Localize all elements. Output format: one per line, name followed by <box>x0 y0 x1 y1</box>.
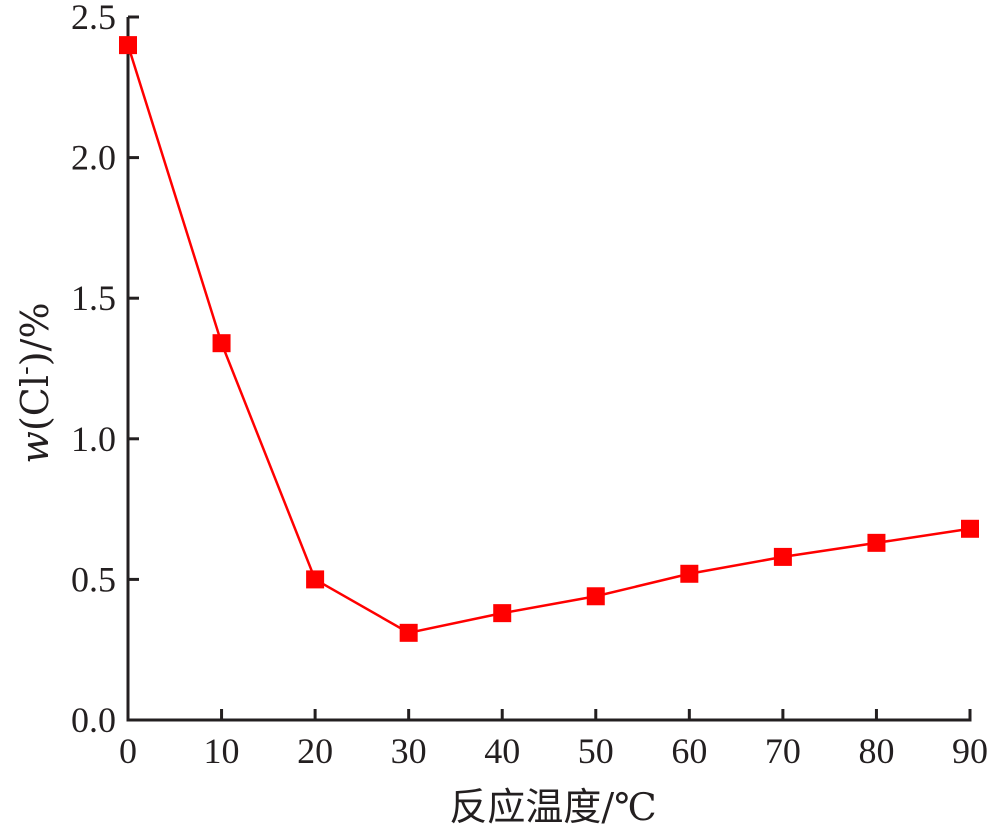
data-point-marker <box>586 587 605 606</box>
data-point-marker <box>773 547 792 566</box>
data-point-marker <box>680 564 699 583</box>
x-tick-label: 70 <box>765 731 801 771</box>
data-point-marker <box>306 570 325 589</box>
x-axis-ticks: 0 10 20 30 40 50 60 70 80 90 <box>119 709 988 771</box>
data-point-marker <box>961 519 979 538</box>
data-point-marker <box>867 533 886 552</box>
x-tick-label: 50 <box>578 731 614 771</box>
x-tick-label: 30 <box>391 731 427 771</box>
series-line <box>126 44 971 635</box>
y-tick-label: 1.5 <box>71 278 116 318</box>
axes <box>126 17 972 722</box>
x-tick-label: 80 <box>858 731 894 771</box>
x-tick-label: 10 <box>204 731 240 771</box>
y-tick-label: 0.5 <box>71 559 116 599</box>
x-tick-label: 40 <box>484 731 520 771</box>
y-tick-label: 2.0 <box>71 138 116 178</box>
y-tick-label: 0.0 <box>71 700 116 740</box>
y-axis-ticks: 0.0 0.5 1.0 1.5 2.0 2.5 <box>71 0 139 740</box>
x-tick-label: 0 <box>119 731 137 771</box>
series-group <box>119 36 979 642</box>
x-tick-label: 90 <box>952 731 988 771</box>
x-tick-label: 20 <box>297 731 333 771</box>
x-axis-label: 反应温度/℃ <box>449 785 656 829</box>
data-point-marker <box>212 334 231 353</box>
y-tick-label: 2.5 <box>71 0 116 37</box>
data-point-marker <box>399 623 418 642</box>
data-point-marker <box>119 36 137 55</box>
y-axis-label: w(Cl-)/% <box>11 302 57 463</box>
y-tick-label: 1.0 <box>71 419 116 459</box>
data-point-marker <box>493 604 512 623</box>
x-tick-label: 60 <box>671 731 707 771</box>
